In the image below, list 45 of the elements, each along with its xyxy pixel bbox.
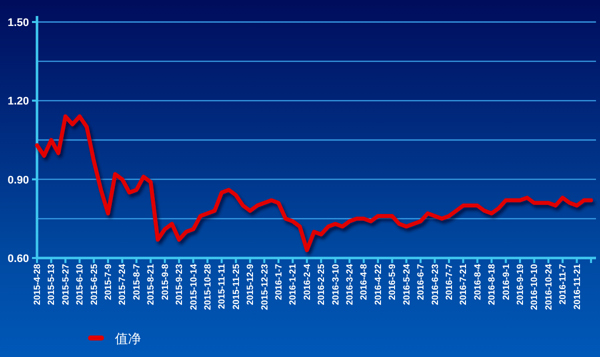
- x-tick-label: 2015-11-25: [230, 264, 241, 310]
- x-tick-label: 2016-3-24: [344, 264, 355, 306]
- x-tick-label: 2016-3-10: [330, 264, 340, 306]
- x-tick-label: 2016-1-21: [288, 264, 298, 306]
- x-tick-label: 2015-12-23: [259, 264, 270, 310]
- x-tick-label: 2015-7-9: [103, 264, 114, 300]
- x-tick-label: 2015-5-27: [60, 264, 70, 306]
- x-tick-label: 2016-7-21: [458, 264, 468, 306]
- x-tick-label: 2016-11-21: [572, 264, 582, 310]
- x-tick-label: 2015-5-13: [46, 264, 56, 306]
- y-tick-label: 0.90: [8, 174, 29, 186]
- y-tick-label: 1.20: [8, 96, 29, 108]
- x-tick-label: 2016-6-7: [416, 264, 426, 300]
- x-tick-label: 2016-2-4: [302, 264, 312, 300]
- x-tick-label: 2016-9-1: [500, 264, 511, 300]
- x-tick-label: 2016-7-7: [444, 264, 454, 300]
- y-tick-label: 1.50: [8, 17, 29, 29]
- legend-label: 值净: [115, 331, 141, 346]
- x-tick-label: 2016-8-4: [472, 264, 482, 300]
- x-tick-label: 2015-11-11: [216, 264, 227, 310]
- x-tick-label: 2016-1-7: [274, 264, 284, 300]
- line-series: [35, 114, 594, 252]
- x-tick-label: 2015-6-25: [88, 264, 99, 306]
- x-tick-label: 2015-10-28: [202, 264, 212, 310]
- y-tick-label: 0.60: [8, 253, 29, 265]
- x-tick-label: 2016-4-8: [358, 264, 369, 300]
- x-tick-label: 2015-7-24: [117, 264, 128, 306]
- x-tick-label: 2016-2-25: [316, 264, 326, 306]
- x-tick-label: 2016-4-22: [372, 264, 383, 306]
- x-tick-label: 2015-9-23: [174, 264, 184, 306]
- x-tick-label: 2016-10-10: [529, 264, 540, 310]
- x-tick-label: 2016-5-24: [401, 264, 412, 306]
- x-tick-label: 2015-12-9: [245, 264, 256, 306]
- x-tick-label: 2015-8-21: [146, 264, 156, 306]
- x-tick-label: 2015-6-10: [74, 264, 85, 306]
- x-tick-label: 2015-10-14: [188, 264, 198, 310]
- x-tick-label: 2016-11-7: [558, 264, 568, 305]
- x-tick-label: 2015-8-7: [131, 264, 142, 300]
- x-tick-label: 2016-6-23: [430, 264, 440, 306]
- x-tick-label: 2015-4-28: [32, 264, 42, 306]
- x-tick-label: 2016-8-18: [486, 264, 497, 306]
- x-tick-label: 2016-10-24: [543, 264, 554, 310]
- x-tick-label: 2015-9-8: [160, 264, 170, 300]
- x-tick-label: 2016-9-19: [515, 264, 525, 306]
- x-tick-label: 2016-5-9: [387, 264, 398, 300]
